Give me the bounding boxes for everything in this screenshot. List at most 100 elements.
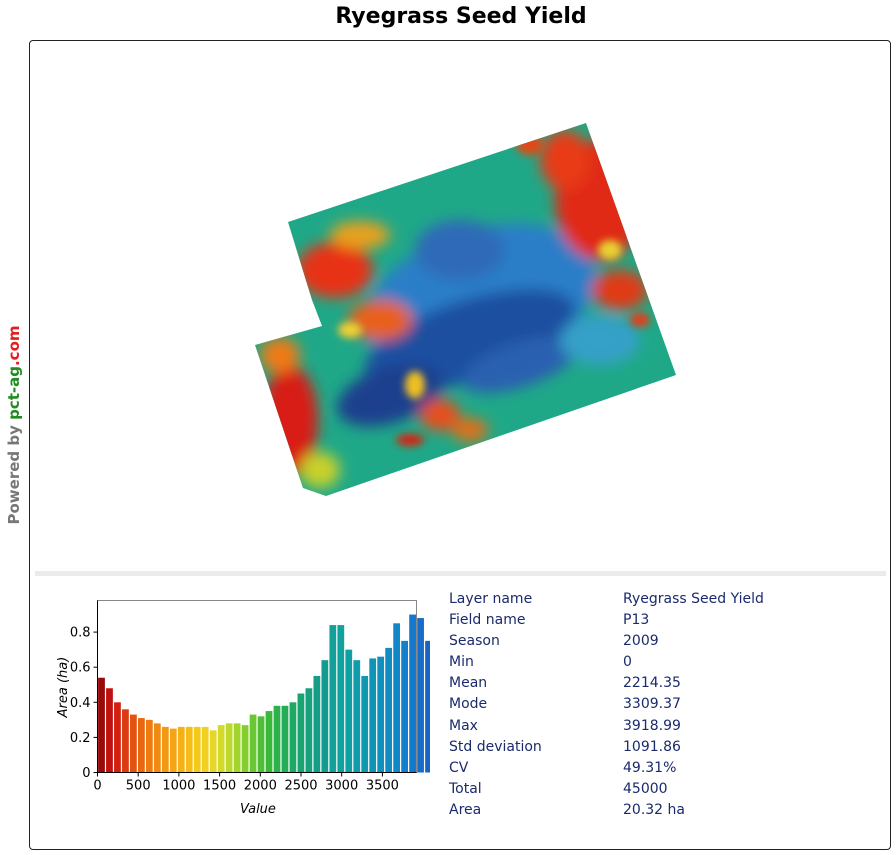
histogram-bar bbox=[257, 716, 265, 773]
stats-row: Mean 2214.35 bbox=[449, 673, 849, 694]
x-tick-label: 0 bbox=[93, 779, 101, 794]
stats-value: 1091.86 bbox=[623, 738, 681, 755]
x-axis-label: Value bbox=[240, 802, 276, 817]
stats-row: Season 2009 bbox=[449, 631, 849, 652]
stats-value: Ryegrass Seed Yield bbox=[623, 591, 764, 607]
histogram-bar bbox=[98, 677, 105, 773]
stats-value: 20.32 ha bbox=[623, 801, 685, 818]
x-tick-group: 0 500 1000 1500 2000 2500 3000 3500 bbox=[93, 772, 399, 794]
stats-row: Field name P13 bbox=[449, 610, 849, 631]
histogram-bar bbox=[153, 723, 161, 773]
histogram-bar bbox=[209, 730, 217, 773]
histogram-bar bbox=[305, 688, 313, 773]
stats-row: Max 3918.99 bbox=[449, 716, 849, 737]
stats-label: Field name bbox=[449, 612, 526, 629]
stats-label: Season bbox=[449, 633, 500, 650]
y-tick-label: 0.2 bbox=[70, 731, 91, 746]
histogram-bar bbox=[161, 726, 169, 773]
stats-value: 3309.37 bbox=[623, 696, 681, 713]
histogram-bar bbox=[225, 723, 233, 773]
stats-label: Max bbox=[449, 717, 478, 734]
y-axis-label: Area (ha) bbox=[56, 657, 71, 719]
plot-frame bbox=[97, 600, 417, 773]
stats-label: Area bbox=[449, 801, 482, 818]
histogram-bar bbox=[313, 675, 321, 773]
stats-row: Layer name Ryegrass Seed Yield bbox=[449, 589, 849, 610]
x-tick-label: 2000 bbox=[244, 779, 277, 794]
stats-row: Min 0 bbox=[449, 652, 849, 673]
histogram-bar bbox=[345, 649, 353, 773]
yield-map-field bbox=[255, 123, 676, 496]
histogram-chart: 0 500 1000 1500 2000 2500 3000 3500 00.20.40.60… bbox=[56, 600, 430, 817]
stats-row: Mode 3309.37 bbox=[449, 694, 849, 715]
histogram-bar bbox=[425, 640, 430, 773]
y-tick-group: 0 0.2 0.4 0.6 0.8 bbox=[70, 626, 98, 781]
histogram-bar bbox=[249, 714, 257, 773]
yield-map[interactable] bbox=[0, 0, 896, 572]
stats-label: Layer name bbox=[449, 591, 533, 607]
histogram-bar bbox=[185, 726, 193, 773]
stats-value: 2214.35 bbox=[623, 675, 681, 692]
stats-label: Mode bbox=[449, 696, 488, 713]
histogram-bar bbox=[369, 658, 377, 773]
stats-label: Total bbox=[449, 780, 482, 797]
histogram-bar bbox=[145, 719, 153, 773]
histogram-bar bbox=[329, 625, 337, 773]
x-tick-label: 1000 bbox=[162, 779, 195, 794]
page-title: Ryegrass Seed Yield bbox=[335, 4, 587, 29]
histogram-bar bbox=[361, 675, 369, 773]
histogram-bar bbox=[233, 723, 241, 773]
histogram-bars bbox=[98, 614, 430, 773]
histogram-bar bbox=[321, 660, 329, 773]
histogram-bar bbox=[265, 711, 273, 773]
histogram-bar bbox=[409, 614, 416, 773]
histogram-bar bbox=[122, 709, 129, 773]
stats-label: Std deviation bbox=[449, 738, 542, 755]
histogram-bar bbox=[217, 725, 225, 773]
stats-row: Total 45000 bbox=[449, 779, 849, 800]
section-divider bbox=[35, 571, 886, 576]
histogram-bar bbox=[401, 640, 409, 773]
histogram-bar bbox=[130, 714, 137, 773]
histogram-bar bbox=[297, 693, 305, 773]
histogram-bar bbox=[193, 726, 201, 773]
report-frame bbox=[29, 40, 891, 850]
stats-value: 3918.99 bbox=[623, 717, 681, 734]
stats-label: CV bbox=[449, 759, 469, 776]
stats-label: Mean bbox=[449, 675, 488, 692]
stats-value: P13 bbox=[623, 612, 650, 629]
histogram-bar bbox=[201, 726, 209, 773]
histogram-bar bbox=[337, 625, 345, 773]
histogram-bar bbox=[281, 705, 289, 773]
histogram-bar bbox=[106, 688, 113, 773]
stats-value: 49.31% bbox=[623, 759, 677, 776]
stats-row: Area 20.32 ha bbox=[449, 800, 849, 821]
stats-table: Layer name Ryegrass Seed Yield Field name P… bbox=[449, 589, 849, 821]
x-tick-label: 500 bbox=[126, 779, 151, 794]
x-tick-label: 3000 bbox=[325, 779, 358, 794]
stats-value: 45000 bbox=[623, 780, 668, 797]
histogram-bar bbox=[377, 656, 385, 773]
histogram-bar bbox=[114, 702, 121, 773]
histogram-bar bbox=[241, 725, 249, 773]
stats-row: CV 49.31% bbox=[449, 758, 849, 779]
y-tick-label: 0.4 bbox=[70, 696, 91, 711]
stats-label: Min bbox=[449, 654, 474, 671]
histogram-bar bbox=[169, 728, 177, 773]
histogram-bar bbox=[177, 726, 185, 773]
y-tick-label: 0.6 bbox=[70, 661, 91, 676]
stats-row: Std deviation 1091.86 bbox=[449, 737, 849, 758]
x-tick-label: 3500 bbox=[366, 779, 399, 794]
histogram-bar bbox=[273, 705, 281, 773]
x-tick-label: 2500 bbox=[284, 779, 317, 794]
y-tick-label: 0.8 bbox=[70, 626, 91, 641]
histogram-bar bbox=[289, 702, 297, 773]
x-tick-label: 1500 bbox=[203, 779, 236, 794]
stats-value: 0 bbox=[623, 654, 632, 671]
histogram-bar bbox=[353, 660, 361, 773]
histogram-bar bbox=[417, 618, 424, 773]
y-tick-label: 0 bbox=[82, 766, 90, 781]
histogram-bar bbox=[393, 623, 401, 773]
histogram-bar bbox=[385, 647, 393, 773]
histogram-bar bbox=[137, 718, 145, 773]
